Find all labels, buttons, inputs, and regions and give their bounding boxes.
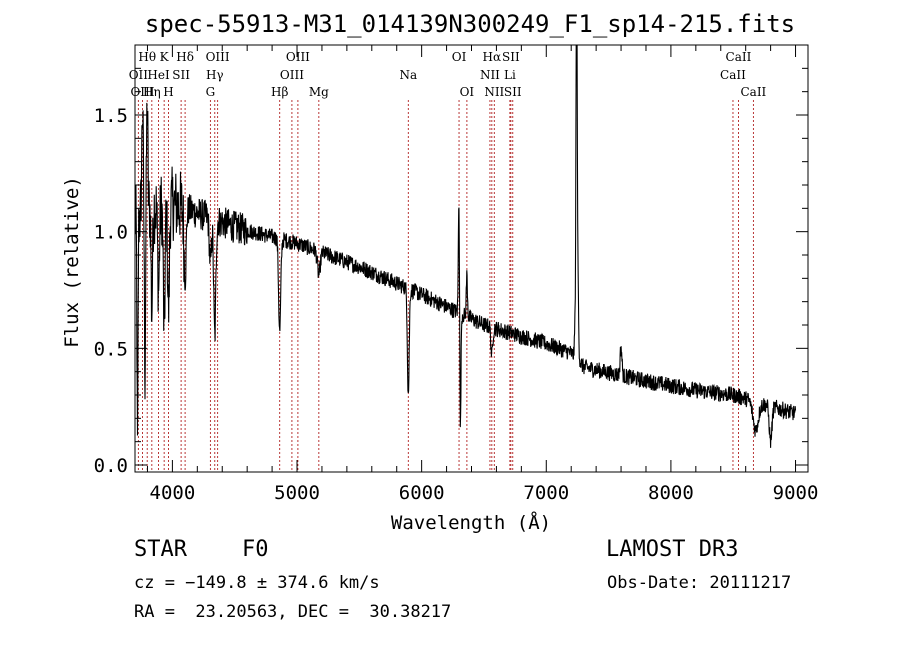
x-tick-label: 9000	[773, 482, 819, 504]
survey-name: LAMOST DR3	[606, 537, 739, 562]
spectral-line-label: CaII	[726, 50, 752, 64]
spectral-line-label: Na	[399, 68, 417, 82]
y-tick-label: 1.0	[94, 222, 128, 244]
y-axis-ticks: 0.0 0.5 1.0 1.5	[94, 67, 808, 477]
spectral-line-label: CaII	[740, 85, 766, 99]
spectral-line-markers	[137, 100, 754, 472]
spectral-line-label: OII	[129, 68, 149, 82]
spectral-line-label: Li	[504, 68, 516, 82]
spectral-line-label: SII	[172, 68, 190, 82]
spectral-line-label: NII	[480, 68, 500, 82]
spectral-line-label: OIII	[286, 50, 310, 64]
redshift-velocity: cz = −149.8 ± 374.6 km/s	[134, 573, 380, 593]
object-class: STAR	[134, 537, 187, 562]
spectral-line-label: H	[163, 85, 173, 99]
y-axis-label: Flux (relative)	[61, 176, 83, 348]
x-tick-label: 7000	[523, 482, 569, 504]
spectral-line-label: HeI	[147, 68, 170, 82]
spectral-line-label: Hη	[143, 85, 161, 99]
x-tick-label: 5000	[274, 482, 320, 504]
plot-frame	[134, 44, 809, 473]
chart-title: spec-55913-M31_014139N300249_F1_sp14-215…	[145, 10, 795, 38]
subclass: F0	[242, 537, 269, 562]
coordinates: RA = 23.20563, DEC = 30.38217	[134, 602, 452, 622]
spectral-line-label: OIII	[206, 50, 230, 64]
observation-date: Obs-Date: 20111217	[607, 573, 792, 593]
spectral-line-label: SII	[504, 85, 522, 99]
spectral-line-label: Mg	[309, 85, 329, 99]
x-axis-ticks: 4000 5000 6000 7000 8000 9000	[146, 45, 819, 504]
spectral-line-label: G	[206, 85, 216, 99]
spectral-line-label: CaII	[720, 68, 746, 82]
spectral-line-label: K	[160, 50, 170, 64]
spectral-line-label: OI	[452, 50, 467, 64]
spectral-line-label: OI	[460, 85, 475, 99]
spectral-line-label: OIII	[280, 68, 304, 82]
x-tick-label: 4000	[150, 482, 196, 504]
spectral-line-label: OIII	[130, 85, 154, 99]
spectral-line-label: Hα	[483, 50, 502, 64]
spectral-line-label: Hβ	[271, 85, 288, 99]
y-tick-label: 0.0	[94, 455, 128, 477]
y-tick-label: 0.5	[94, 338, 128, 360]
x-axis-label: Wavelength (Å)	[391, 511, 551, 534]
spectral-line-label: NII	[484, 85, 504, 99]
spectral-line-label: SII	[502, 50, 520, 64]
x-tick-label: 8000	[648, 482, 694, 504]
spectrum-line	[134, 44, 797, 448]
spectral-line-label: Hδ	[176, 50, 194, 64]
x-tick-label: 6000	[399, 482, 445, 504]
spectral-line-label: Hγ	[206, 68, 224, 82]
y-tick-label: 1.5	[94, 105, 128, 127]
spectral-line-label: Hθ	[138, 50, 156, 64]
